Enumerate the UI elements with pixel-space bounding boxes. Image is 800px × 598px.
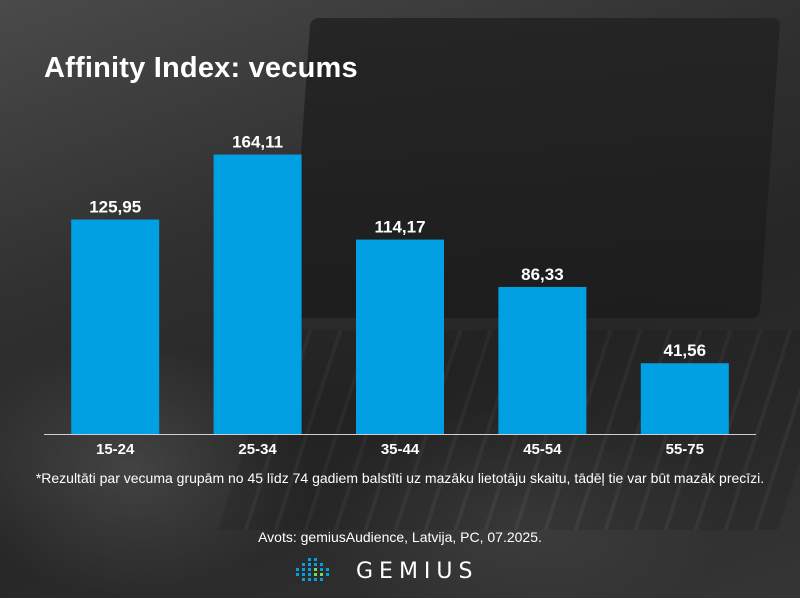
chart-title: Affinity Index: vecums bbox=[44, 52, 358, 84]
bar-55-75 bbox=[640, 363, 729, 434]
value-label-35-44: 114,17 bbox=[374, 218, 425, 237]
bar-15-24 bbox=[71, 219, 160, 434]
bar-45-54 bbox=[498, 286, 587, 434]
value-label-55-75: 41,56 bbox=[664, 341, 707, 360]
value-label-25-34: 164,11 bbox=[232, 133, 283, 152]
gemius-dots-icon bbox=[296, 558, 329, 581]
bar-25-34 bbox=[213, 154, 302, 434]
category-label-25-34: 25-34 bbox=[238, 441, 277, 458]
value-label-15-24: 125,95 bbox=[89, 198, 141, 217]
footnote: *Rezultāti par vecuma grupām no 45 līdz … bbox=[35, 470, 765, 486]
category-label-15-24: 15-24 bbox=[96, 441, 135, 458]
value-label-45-54: 86,33 bbox=[521, 265, 564, 284]
category-label-55-75: 55-75 bbox=[666, 441, 704, 458]
logo-text: GEMIUS bbox=[356, 558, 479, 584]
source-text: Avots: gemiusAudience, Latvija, PC, 07.2… bbox=[258, 529, 542, 545]
gemius-logo: GEMIUS bbox=[296, 558, 479, 584]
category-label-45-54: 45-54 bbox=[523, 441, 562, 458]
bar-chart: 125,95 15-24 164,11 25-34 114,17 35-44 86,33 45… bbox=[44, 133, 756, 458]
bar-35-44 bbox=[356, 239, 444, 434]
category-label-35-44: 35-44 bbox=[381, 441, 420, 458]
